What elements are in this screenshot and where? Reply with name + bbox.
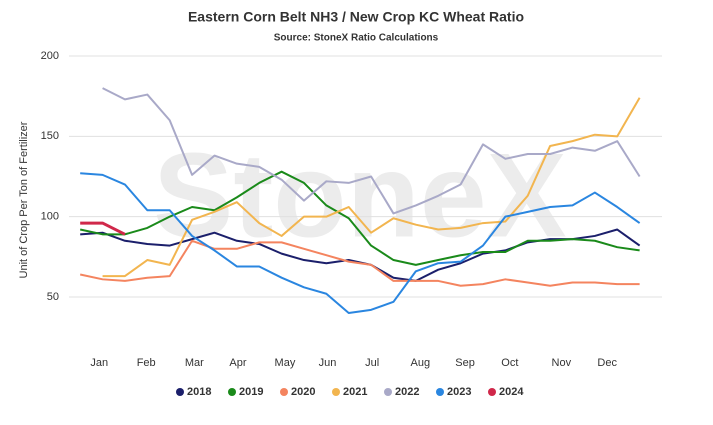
- y-axis-label: Unit of Crop Per Ton of Fertilizer: [18, 121, 30, 278]
- x-tick-label: May: [275, 357, 296, 369]
- legend-label: 2021: [343, 386, 367, 398]
- x-tick-label: Feb: [137, 357, 156, 369]
- series-line: [102, 97, 641, 278]
- x-tick-label: Dec: [597, 357, 617, 369]
- chart-title: Eastern Corn Belt NH3 / New Crop KC Whea…: [188, 9, 524, 25]
- watermark: StoneX: [153, 129, 566, 263]
- legend-swatch: [228, 388, 236, 396]
- legend-swatch: [332, 388, 340, 396]
- x-tick-label: Sep: [455, 357, 475, 369]
- x-tick-label: Mar: [185, 357, 204, 369]
- series-line: [102, 87, 641, 215]
- legend-label: 2023: [447, 386, 471, 398]
- series-line: [80, 172, 641, 315]
- chart-subtitle: Source: StoneX Ratio Calculations: [274, 33, 439, 44]
- series-line: [79, 239, 640, 287]
- y-tick-label: 200: [41, 50, 59, 62]
- x-tick-label: Aug: [411, 357, 431, 369]
- legend-swatch: [436, 388, 444, 396]
- legend-label: 2024: [499, 386, 524, 398]
- legend-label: 2022: [395, 386, 419, 398]
- x-tick-label: Jul: [365, 357, 379, 369]
- y-tick-label: 50: [47, 291, 59, 303]
- legend-swatch: [176, 388, 184, 396]
- x-tick-label: Oct: [501, 357, 518, 369]
- legend-label: 2018: [187, 386, 211, 398]
- legend-swatch: [384, 388, 392, 396]
- x-tick-label: Nov: [552, 357, 572, 369]
- x-tick-label: Jan: [90, 357, 108, 369]
- legend-label: 2020: [291, 386, 315, 398]
- legend-label: 2019: [239, 386, 263, 398]
- y-tick-label: 100: [41, 211, 59, 223]
- y-tick-label: 150: [41, 130, 59, 142]
- legend-swatch: [488, 388, 496, 396]
- x-tick-label: Jun: [319, 357, 337, 369]
- x-tick-label: Apr: [229, 357, 246, 369]
- series-line: [80, 221, 126, 236]
- legend-swatch: [280, 388, 288, 396]
